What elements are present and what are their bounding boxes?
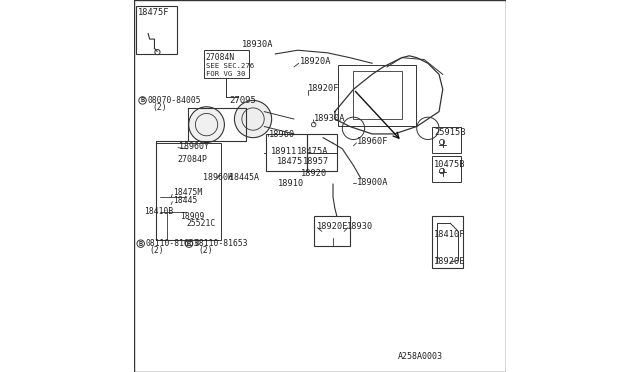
Text: 18920: 18920 [301, 169, 327, 178]
Text: 18475A: 18475A [297, 147, 328, 156]
Text: 18909: 18909 [180, 212, 205, 221]
Text: 18957: 18957 [303, 157, 330, 166]
Text: 18410B: 18410B [144, 207, 173, 216]
Text: 18920A: 18920A [300, 57, 331, 66]
Text: 27084P: 27084P [178, 155, 208, 164]
Bar [353, 71, 402, 119]
Text: 08110-81653: 08110-81653 [145, 239, 199, 248]
Text: 18920F: 18920F [308, 84, 340, 93]
Text: 18920E: 18920E [317, 222, 349, 231]
Text: 18930: 18930 [347, 222, 373, 231]
Bar [314, 216, 349, 246]
Text: 18960: 18960 [269, 130, 295, 139]
Text: 10475B: 10475B [434, 160, 466, 169]
Text: 18445A: 18445A [229, 173, 259, 182]
Bar [136, 6, 177, 54]
Text: A258A0003: A258A0003 [398, 352, 443, 361]
Text: 18475M: 18475M [173, 188, 202, 197]
Circle shape [440, 169, 445, 174]
Text: (2): (2) [152, 103, 167, 112]
Bar [431, 216, 463, 268]
Circle shape [312, 122, 316, 127]
Text: 18960Y: 18960Y [179, 142, 209, 151]
Text: (2): (2) [198, 246, 212, 255]
Text: B: B [187, 241, 191, 247]
Text: 18911: 18911 [271, 147, 297, 156]
Text: 18960F: 18960F [357, 137, 388, 146]
Bar [431, 156, 461, 182]
Circle shape [139, 97, 147, 104]
Bar [204, 50, 248, 78]
Text: 18960H: 18960H [203, 173, 233, 182]
Text: B: B [140, 97, 145, 103]
Bar [156, 143, 221, 240]
Text: 27095: 27095 [229, 96, 256, 105]
Text: 18920E: 18920E [434, 257, 466, 266]
Text: 27084N: 27084N [206, 53, 235, 62]
Text: 25915B: 25915B [434, 128, 466, 137]
Text: 18475: 18475 [277, 157, 303, 166]
Text: FOR VG 30: FOR VG 30 [206, 71, 245, 77]
Text: 18900A: 18900A [357, 178, 388, 187]
Circle shape [186, 240, 193, 247]
Text: B: B [139, 241, 143, 247]
Text: SEE SEC.276: SEE SEC.276 [206, 63, 254, 69]
Text: 18410F: 18410F [434, 230, 466, 239]
Circle shape [155, 49, 160, 55]
Text: 18475F: 18475F [138, 8, 169, 17]
Text: 18910: 18910 [278, 179, 305, 188]
Bar [266, 134, 307, 171]
Circle shape [234, 100, 271, 138]
Circle shape [189, 107, 225, 142]
Bar [431, 127, 461, 153]
Text: 08070-84005: 08070-84005 [147, 96, 201, 105]
Bar [307, 134, 337, 171]
Text: 08110-81653: 08110-81653 [195, 239, 248, 248]
Circle shape [137, 240, 145, 247]
Text: 18445: 18445 [173, 196, 197, 205]
Text: (2): (2) [150, 246, 164, 255]
Text: 25521C: 25521C [186, 219, 215, 228]
Text: 18930A: 18930A [242, 40, 273, 49]
Bar [338, 65, 416, 126]
Text: 18930A: 18930A [314, 114, 345, 123]
Circle shape [440, 140, 445, 145]
